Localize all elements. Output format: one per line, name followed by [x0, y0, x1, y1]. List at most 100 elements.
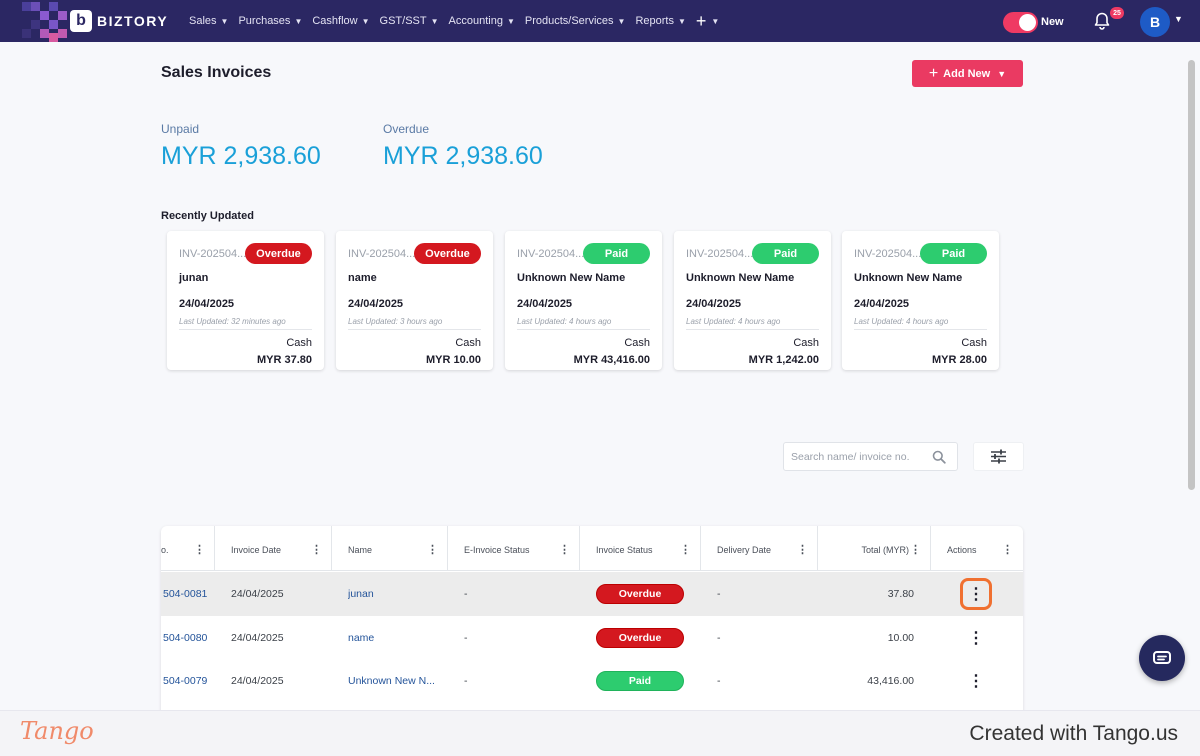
recently-updated-title: Recently Updated — [161, 210, 254, 222]
search-box — [783, 442, 958, 471]
column-header-invoice-status[interactable]: Invoice Status ⋮ — [580, 526, 701, 571]
search-input[interactable] — [791, 449, 926, 465]
nav-products-services-label: Products/Services — [524, 15, 614, 27]
nav-sales-label: Sales — [189, 15, 217, 27]
table-row[interactable]: 504-0079 24/04/2025 Unknown New N... - P… — [161, 659, 1023, 703]
nav-reports-label: Reports — [635, 15, 674, 27]
column-menu-icon[interactable]: ⋮ — [427, 544, 438, 556]
overdue-summary: Overdue MYR 2,938.60 — [383, 122, 543, 171]
avatar[interactable]: B — [1140, 7, 1170, 37]
cell-invoice-no[interactable]: 504-0081 — [163, 588, 208, 600]
table-row[interactable]: 504-0081 24/04/2025 junan - Overdue - 37… — [161, 572, 1023, 616]
unpaid-summary: Unpaid MYR 2,938.60 — [161, 122, 321, 171]
main-menu: Sales ▼ Purchases ▼ Cashflow ▼ GST/SST ▼ Acc… — [189, 0, 719, 42]
nav-products-services[interactable]: Products/Services ▼ — [525, 15, 626, 27]
column-menu-icon[interactable]: ⋮ — [910, 544, 921, 556]
column-menu-icon[interactable]: ⋮ — [559, 544, 570, 556]
filter-button[interactable] — [973, 442, 1024, 471]
column-header-delivery-date[interactable]: Delivery Date ⋮ — [701, 526, 818, 571]
recent-invoice-card[interactable]: INV-202504... Paid Unknown New Name 24/0… — [842, 231, 999, 370]
column-menu-icon[interactable]: ⋮ — [194, 544, 205, 556]
brand-pixel-art — [0, 0, 100, 42]
invoices-table: o. ⋮ Invoice Date ⋮ Name ⋮ E-Invoice Status… — [161, 526, 1023, 716]
column-menu-icon[interactable]: ⋮ — [311, 544, 322, 556]
row-actions-menu-icon[interactable]: ⋮ — [960, 578, 992, 610]
row-actions-menu-icon[interactable]: ⋮ — [968, 630, 984, 647]
column-menu-icon[interactable]: ⋮ — [1002, 544, 1013, 556]
brand-mark-icon: b — [70, 10, 92, 32]
card-last-updated: Last Updated: 32 minutes ago — [179, 317, 286, 326]
column-header-label: Name — [348, 545, 373, 555]
status-badge: Overdue — [414, 243, 481, 264]
cell-invoice-no[interactable]: 504-0079 — [163, 675, 208, 687]
table-row[interactable]: 504-0080 24/04/2025 name - Overdue - 10.… — [161, 616, 1023, 660]
chevron-down-icon[interactable]: ▼ — [1174, 14, 1183, 24]
cell-invoice-date: 24/04/2025 — [231, 588, 284, 600]
search-icon[interactable] — [932, 450, 946, 464]
card-divider — [348, 329, 481, 330]
recent-invoice-card[interactable]: INV-202504... Overdue name 24/04/2025 La… — [336, 231, 493, 370]
column-header-total[interactable]: Total (MYR) ⋮ — [818, 526, 931, 571]
chevron-down-icon: ▼ — [220, 16, 229, 26]
row-actions-menu-icon[interactable]: ⋮ — [968, 673, 984, 690]
cell-invoice-no[interactable]: 504-0080 — [163, 632, 208, 644]
nav-purchases[interactable]: Purchases ▼ — [238, 15, 302, 27]
table-header: o. ⋮ Invoice Date ⋮ Name ⋮ E-Invoice Status… — [161, 526, 1023, 571]
cell-delivery-date: - — [717, 632, 721, 644]
cell-total: 43,416.00 — [867, 675, 914, 687]
recent-invoice-card[interactable]: INV-202504... Overdue junan 24/04/2025 L… — [167, 231, 324, 370]
chevron-down-icon: ▼ — [617, 16, 626, 26]
cell-invoice-status: Overdue — [596, 616, 684, 660]
card-customer-name: Unknown New Name — [517, 272, 626, 284]
cell-invoice-status: Paid — [596, 659, 684, 703]
status-badge: Overdue — [245, 243, 312, 264]
chat-widget-button[interactable] — [1139, 635, 1185, 681]
nav-cashflow-label: Cashflow — [312, 15, 358, 27]
column-menu-icon[interactable]: ⋮ — [680, 544, 691, 556]
add-new-label: Add New — [943, 67, 991, 80]
card-last-updated: Last Updated: 4 hours ago — [517, 317, 612, 326]
nav-cashflow[interactable]: Cashflow ▼ — [312, 15, 369, 27]
nav-quick-add[interactable]: + ▼ — [696, 11, 719, 32]
chevron-down-icon: ▼ — [361, 16, 370, 26]
new-ui-toggle[interactable] — [1003, 12, 1038, 33]
column-header-invoice-date[interactable]: Invoice Date ⋮ — [215, 526, 332, 571]
status-badge: Overdue — [596, 584, 684, 604]
column-header-label: Invoice Date — [231, 545, 282, 555]
cell-actions: ⋮ — [960, 572, 992, 616]
recent-invoice-card[interactable]: INV-202504... Paid Unknown New Name 24/0… — [674, 231, 831, 370]
cell-actions: ⋮ — [960, 659, 992, 703]
nav-reports[interactable]: Reports ▼ — [635, 15, 685, 27]
unpaid-label: Unpaid — [161, 122, 200, 136]
nav-gst-sst[interactable]: GST/SST ▼ — [380, 15, 439, 27]
cell-name[interactable]: Unknown New N... — [348, 675, 435, 687]
column-header-actions[interactable]: Actions ⋮ — [931, 526, 1023, 571]
nav-accounting-label: Accounting — [448, 15, 503, 27]
column-header-invoice-no[interactable]: o. ⋮ — [161, 526, 215, 571]
page-scrollbar-thumb[interactable] — [1188, 60, 1195, 490]
card-invoice-no: INV-202504... — [686, 248, 754, 260]
plus-icon: + — [928, 64, 939, 82]
page-title: Sales Invoices — [161, 64, 272, 81]
overdue-amount: MYR 2,938.60 — [383, 142, 543, 170]
brand-logo[interactable]: b BIZTORY — [70, 10, 168, 32]
unpaid-amount: MYR 2,938.60 — [161, 142, 321, 170]
column-header-e-invoice-status[interactable]: E-Invoice Status ⋮ — [448, 526, 580, 571]
plus-icon: + — [695, 10, 707, 31]
column-header-name[interactable]: Name ⋮ — [332, 526, 448, 571]
bell-icon[interactable] — [1092, 11, 1112, 31]
chevron-down-icon: ▼ — [711, 16, 720, 26]
cell-name[interactable]: name — [348, 632, 375, 644]
cell-name[interactable]: junan — [348, 588, 374, 600]
tango-footer: Tango Created with Tango.us — [0, 710, 1200, 756]
add-new-button[interactable]: + Add New ▼ — [912, 60, 1023, 87]
chevron-down-icon: ▼ — [506, 16, 515, 26]
chat-icon — [1153, 651, 1171, 664]
card-date: 24/04/2025 — [348, 298, 404, 310]
card-amount: MYR 1,242.00 — [748, 354, 819, 366]
nav-sales[interactable]: Sales ▼ — [189, 15, 228, 27]
recent-invoice-card[interactable]: INV-202504... Paid Unknown New Name 24/0… — [505, 231, 662, 370]
card-customer-name: Unknown New Name — [854, 272, 963, 284]
column-menu-icon[interactable]: ⋮ — [797, 544, 808, 556]
nav-accounting[interactable]: Accounting ▼ — [449, 15, 515, 27]
